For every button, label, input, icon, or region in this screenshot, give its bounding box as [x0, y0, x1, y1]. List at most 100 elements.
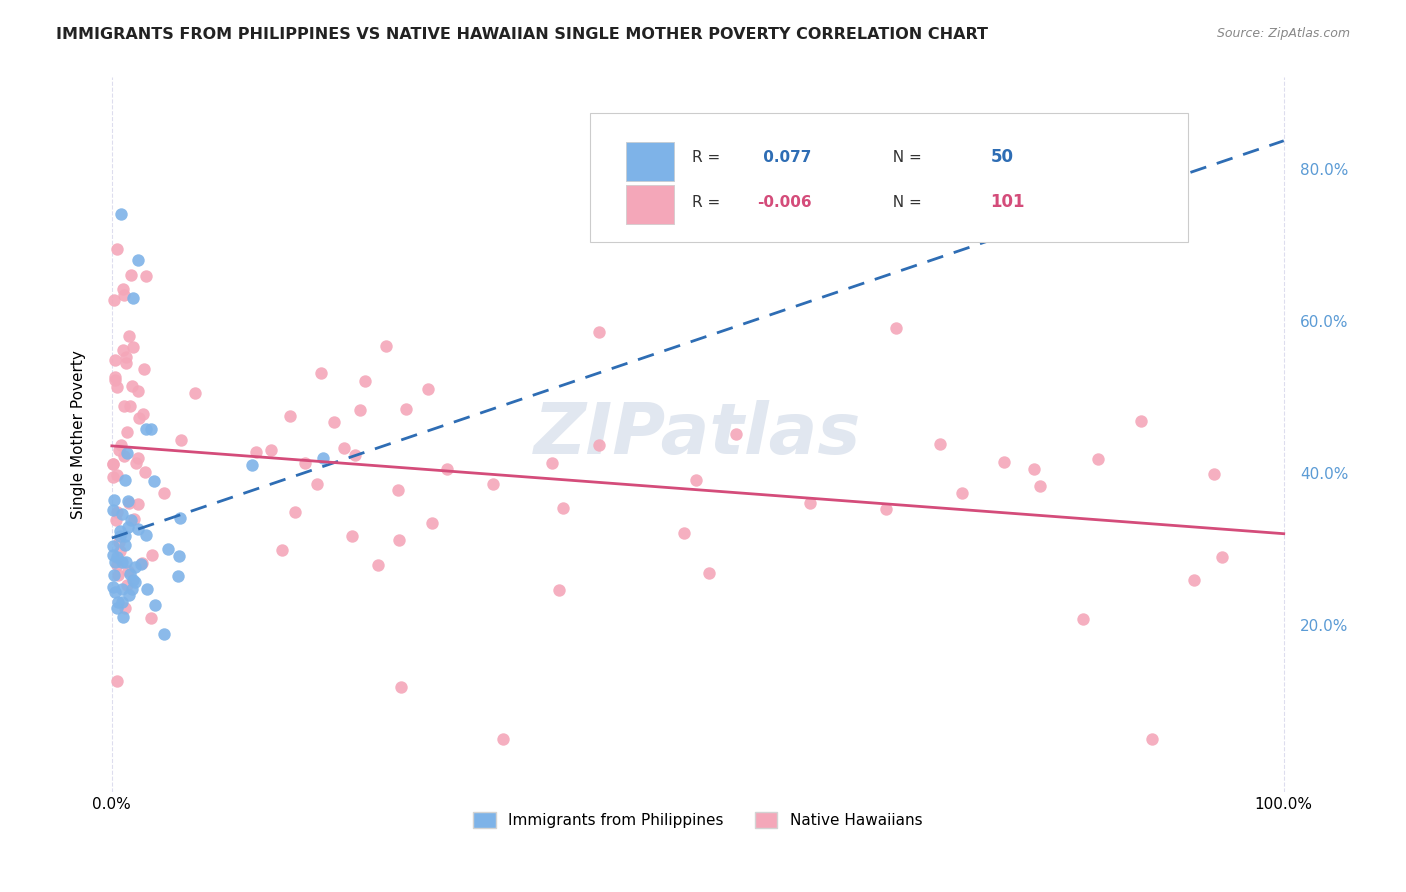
Point [103, 493, 125, 508]
Text: R =: R = [692, 150, 725, 165]
Point [107, 595, 129, 609]
Point [167, 569, 190, 583]
Point [132, 361, 155, 376]
Point [101, 539, 124, 553]
Point [124, 560, 146, 574]
Text: -0.006: -0.006 [758, 195, 813, 210]
Point [284, 505, 307, 519]
Point [135, 422, 157, 436]
Point [104, 373, 127, 387]
Point [950, 486, 973, 500]
Point [387, 533, 409, 548]
Point [1129, 414, 1152, 428]
Point [110, 207, 132, 221]
Point [125, 456, 148, 470]
Point [139, 611, 162, 625]
FancyBboxPatch shape [591, 113, 1188, 242]
Point [884, 321, 907, 335]
Point [131, 408, 153, 422]
Point [142, 474, 165, 488]
Point [101, 503, 124, 517]
Point [122, 512, 145, 526]
Point [167, 549, 190, 563]
Point [993, 455, 1015, 469]
Point [344, 449, 367, 463]
Point [111, 595, 134, 609]
Point [139, 422, 162, 436]
Point [245, 444, 267, 458]
Point [697, 566, 720, 581]
Point [120, 268, 142, 282]
Point [492, 731, 515, 746]
Point [1029, 479, 1052, 493]
Point [110, 544, 132, 558]
Point [121, 582, 143, 596]
Point [389, 680, 412, 694]
Point [111, 507, 134, 521]
Point [118, 496, 141, 510]
Point [724, 427, 747, 442]
Point [127, 497, 149, 511]
Point [170, 433, 193, 447]
Point [115, 446, 138, 460]
Point [110, 438, 132, 452]
Point [672, 526, 695, 541]
Point [270, 542, 292, 557]
Point [685, 473, 707, 487]
Point [111, 582, 134, 596]
Point [115, 425, 138, 440]
Point [104, 352, 127, 367]
Point [135, 269, 157, 284]
Point [322, 415, 344, 429]
Text: N =: N = [883, 195, 927, 210]
Point [294, 456, 316, 470]
Legend: Immigrants from Philippines, Native Hawaiians: Immigrants from Philippines, Native Hawa… [467, 806, 928, 834]
Point [127, 450, 149, 465]
Point [134, 528, 156, 542]
Point [387, 483, 409, 497]
Point [107, 380, 129, 394]
Point [278, 409, 301, 423]
Point [105, 242, 128, 256]
Point [1140, 731, 1163, 746]
Point [799, 496, 821, 510]
Text: 101: 101 [991, 194, 1025, 211]
Point [307, 477, 329, 491]
Point [309, 366, 332, 380]
Point [105, 467, 128, 482]
Point [169, 511, 191, 525]
Point [1202, 467, 1225, 482]
Point [103, 567, 125, 582]
Point [141, 548, 163, 562]
Point [260, 442, 283, 457]
Point [118, 588, 141, 602]
Point [312, 450, 335, 465]
Point [157, 541, 180, 556]
Point [588, 325, 610, 339]
Point [112, 282, 135, 296]
Point [104, 555, 127, 569]
Point [1182, 574, 1205, 588]
Point [104, 369, 127, 384]
Point [115, 350, 138, 364]
Point [114, 538, 136, 552]
FancyBboxPatch shape [626, 185, 673, 224]
Point [111, 343, 134, 357]
Point [105, 550, 128, 565]
Point [108, 443, 131, 458]
Point [115, 555, 138, 569]
Point [117, 494, 139, 508]
Point [131, 556, 153, 570]
Point [242, 458, 264, 472]
Point [540, 456, 562, 470]
Point [105, 506, 128, 520]
Point [124, 575, 146, 590]
Text: ZIPatlas: ZIPatlas [534, 401, 862, 469]
Text: Source: ZipAtlas.com: Source: ZipAtlas.com [1216, 27, 1350, 40]
Point [436, 462, 458, 476]
Point [120, 399, 142, 413]
Point [143, 598, 166, 612]
Point [110, 556, 132, 570]
Point [349, 402, 371, 417]
Point [101, 457, 124, 471]
